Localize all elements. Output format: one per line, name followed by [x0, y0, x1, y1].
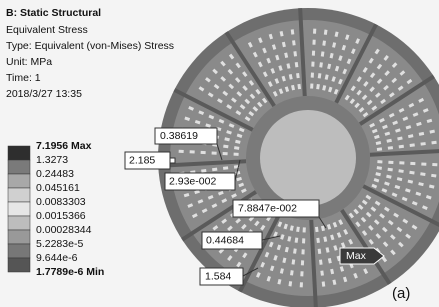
slot — [377, 160, 382, 163]
rotor-model — [158, 8, 439, 307]
legend-label: 0.045161 — [36, 182, 80, 194]
probe: 2.185 — [125, 152, 175, 169]
slot — [320, 270, 324, 275]
title: B: Static Structural — [6, 7, 101, 19]
slot — [303, 227, 306, 232]
slot — [201, 151, 206, 154]
slot — [190, 150, 195, 153]
slot — [296, 73, 300, 78]
slot — [311, 62, 314, 67]
probe-label: 7.8847e-002 — [238, 202, 297, 214]
slot — [312, 51, 315, 56]
slot — [212, 168, 217, 172]
probe-label: 1.584 — [205, 270, 231, 282]
header-line: 2018/3/27 13:35 — [6, 88, 82, 100]
slot — [300, 282, 303, 287]
slot — [399, 145, 404, 149]
legend-label: 0.0015366 — [36, 210, 86, 222]
legend-swatch — [8, 146, 30, 160]
slot — [312, 40, 315, 45]
legend-label: 0.24483 — [36, 168, 74, 180]
legend-swatch — [8, 188, 30, 202]
header-line: Type: Equivalent (von-Mises) Stress — [6, 40, 174, 52]
slot — [318, 249, 322, 254]
max-marker: Max — [340, 248, 384, 264]
slot — [399, 161, 404, 164]
header-line: Unit: MPa — [6, 56, 52, 68]
slot — [212, 151, 217, 154]
legend-swatch — [8, 244, 30, 258]
slot — [432, 163, 437, 166]
slot — [377, 147, 382, 151]
slot — [234, 153, 239, 156]
legend-label: 5.2283e-5 — [36, 238, 83, 250]
viewport: B: Static Structural Equivalent Stress T… — [0, 0, 439, 307]
slot — [431, 141, 436, 145]
legend-label: 1.3273 — [36, 154, 68, 166]
screen: B: Static Structural Equivalent Stress T… — [0, 0, 439, 307]
slot — [302, 238, 305, 243]
caption: (a) — [392, 285, 410, 302]
slot — [315, 227, 319, 232]
slot — [319, 260, 323, 265]
slot — [388, 161, 393, 164]
slot — [297, 84, 301, 89]
legend-label: 0.0083303 — [36, 196, 86, 208]
slot — [301, 249, 304, 254]
slot — [179, 150, 184, 153]
slot — [301, 260, 304, 265]
slot — [388, 146, 393, 150]
slot — [223, 152, 228, 155]
probe-label: 2.185 — [129, 154, 155, 166]
slot — [293, 51, 297, 56]
slot — [313, 29, 316, 34]
legend-swatch — [8, 174, 30, 188]
legend-label: 0.00028344 — [36, 224, 92, 236]
probe-label: 0.38619 — [160, 130, 198, 142]
header-line: Equivalent Stress — [6, 24, 88, 36]
slot — [410, 143, 415, 147]
slot — [201, 169, 206, 173]
slot — [316, 238, 320, 243]
legend-swatch — [8, 230, 30, 244]
legend-swatch — [8, 202, 30, 216]
slot — [322, 281, 326, 286]
probe-label: 2.93e-002 — [169, 175, 216, 187]
legend-swatch — [8, 160, 30, 174]
slot — [410, 162, 415, 165]
slot — [223, 166, 228, 170]
slot — [295, 62, 299, 67]
hub — [260, 110, 356, 206]
legend: 7.1956 Max 1.3273 0.24483 0.045161 0.0083303… — [8, 140, 104, 278]
header-line: Time: 1 — [6, 72, 41, 84]
legend-swatch — [8, 258, 30, 272]
max-label: Max — [346, 250, 367, 262]
legend-label: 1.7789e-6 Min — [36, 266, 104, 278]
probe-label: 0.44684 — [206, 234, 244, 246]
slot — [311, 73, 314, 78]
legend-label: 7.1956 Max — [36, 140, 92, 152]
slot — [310, 84, 313, 89]
legend-label: 9.644e-6 — [36, 252, 78, 264]
slot — [291, 29, 295, 34]
slot — [421, 162, 426, 165]
slot — [420, 142, 425, 146]
slot — [300, 271, 303, 276]
legend-swatch — [8, 216, 30, 230]
slot — [292, 40, 296, 45]
